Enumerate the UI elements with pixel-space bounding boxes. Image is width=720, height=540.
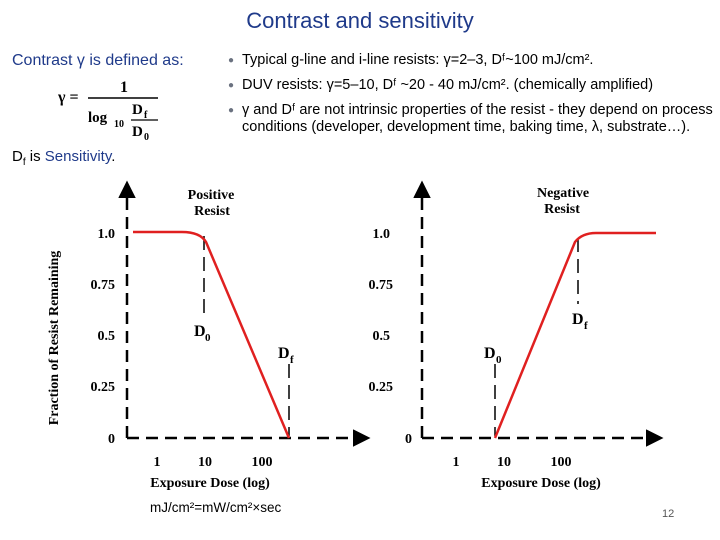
positive-title-line1: Positive <box>188 188 235 203</box>
sensitivity-d: D <box>12 148 23 165</box>
neg-y-tick-05: 0.5 <box>373 329 391 344</box>
sensitivity-definition: Df is Sensitivity. <box>12 148 115 168</box>
formula-log: log <box>88 110 108 126</box>
negative-resist-curve <box>493 231 656 439</box>
formula-d0: D <box>132 124 143 140</box>
bullet-text: Typical g-line and i-line resists: γ=2–3… <box>242 52 594 68</box>
bullet-text: γ and Dᶠ are not intrinsic properties of… <box>242 102 713 135</box>
units-note: mJ/cm²=mW/cm²×sec <box>150 500 282 515</box>
pos-x-axis-label: Exposure Dose (log) <box>150 476 270 491</box>
neg-d0-label: D <box>484 345 496 362</box>
neg-y-tick-1: 1.0 <box>373 227 391 242</box>
bullet-item: ● Typical g-line and i-line resists: γ=2–… <box>228 52 713 69</box>
pos-y-tick-05: 0.5 <box>98 329 116 344</box>
negative-title-line2: Resist <box>544 202 580 217</box>
bullet-text: DUV resists: γ=5–10, Dᶠ ~20 - 40 mJ/cm².… <box>242 77 654 93</box>
pos-x-tick-10: 10 <box>198 455 212 470</box>
pos-x-tick-100: 100 <box>252 455 273 470</box>
sensitivity-sub: f <box>22 157 26 168</box>
pos-y-tick-0: 0 <box>108 432 115 447</box>
contrast-definition-label: Contrast γ is defined as: <box>12 52 184 69</box>
negative-title-line1: Negative <box>537 186 589 201</box>
sensitivity-is: is <box>25 148 45 165</box>
sensitivity-word: Sensitivity <box>44 148 112 165</box>
neg-y-tick-075: 0.75 <box>369 278 394 293</box>
sensitivity-period: . <box>111 148 116 165</box>
positive-resist-curve <box>133 230 291 439</box>
neg-d0-sub: 0 <box>496 354 502 366</box>
slide-title: Contrast and sensitivity <box>246 8 474 33</box>
pos-df-sub: f <box>290 354 294 366</box>
contrast-formula: γ = 1 log 10 D f D 0 <box>58 80 158 143</box>
neg-x-tick-10: 10 <box>497 455 511 470</box>
pos-d0-label: D <box>194 323 206 340</box>
formula-lhs: γ = <box>58 89 79 106</box>
bullet-list: ● Typical g-line and i-line resists: γ=2–… <box>228 52 713 144</box>
page-number: 12 <box>662 508 675 520</box>
positive-title-line2: Resist <box>194 204 230 219</box>
pos-y-tick-025: 0.25 <box>91 380 116 395</box>
bullet-item: ● DUV resists: γ=5–10, Dᶠ ~20 - 40 mJ/cm²… <box>228 77 713 94</box>
formula-numerator: 1 <box>120 80 128 96</box>
formula-log-base: 10 <box>114 119 124 130</box>
neg-x-tick-100: 100 <box>551 455 572 470</box>
formula-d0-sub: 0 <box>144 132 149 143</box>
neg-y-tick-0: 0 <box>405 432 412 447</box>
y-axis-label: Fraction of Resist Remaining <box>47 251 62 426</box>
neg-df-label: D <box>572 311 584 328</box>
pos-d0-sub: 0 <box>205 332 211 344</box>
pos-x-tick-1: 1 <box>154 455 161 470</box>
neg-x-axis-label: Exposure Dose (log) <box>481 476 601 491</box>
bullet-dot-icon: ● <box>228 80 235 91</box>
neg-y-tick-025: 0.25 <box>369 380 394 395</box>
bullet-item: ● γ and Dᶠ are not intrinsic properties o… <box>228 102 713 136</box>
pos-y-tick-075: 0.75 <box>91 278 116 293</box>
bullet-dot-icon: ● <box>228 55 235 66</box>
neg-df-sub: f <box>584 320 588 332</box>
neg-x-tick-1: 1 <box>453 455 460 470</box>
pos-y-tick-1: 1.0 <box>98 227 116 242</box>
formula-df: D <box>132 102 143 118</box>
formula-df-sub: f <box>144 110 148 121</box>
bullet-dot-icon: ● <box>228 105 235 116</box>
pos-df-label: D <box>278 345 290 362</box>
